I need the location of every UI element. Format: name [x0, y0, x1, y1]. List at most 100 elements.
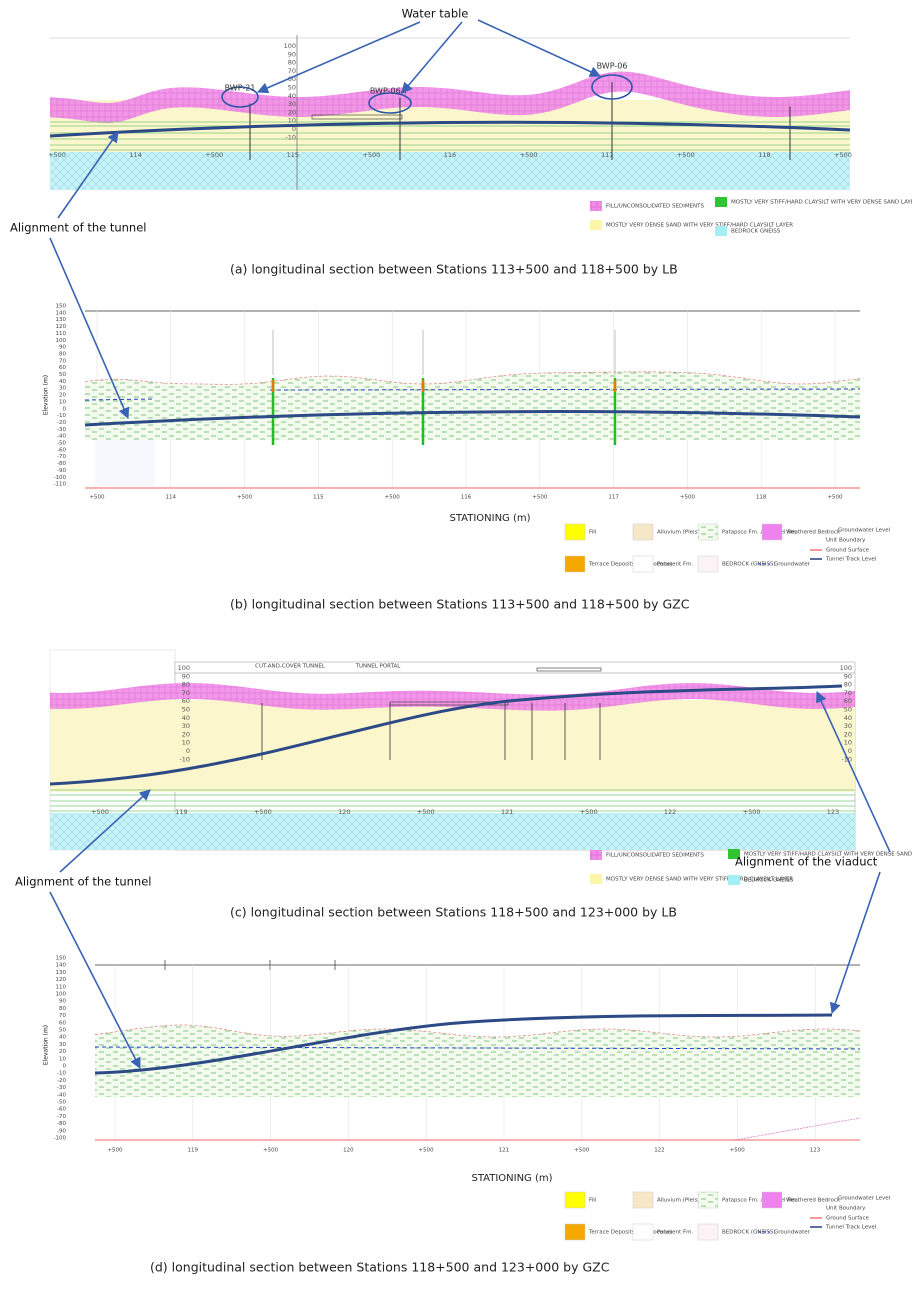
elevation-label: 100	[56, 992, 67, 998]
legend-swatch	[698, 1224, 718, 1240]
station-label: 123	[827, 808, 839, 816]
elevation-label: 30	[59, 386, 66, 392]
elevation-label: 30	[182, 722, 190, 730]
elevation-label: 20	[288, 108, 296, 116]
elevation-label: 0	[63, 1064, 67, 1070]
legend-swatch	[590, 220, 602, 230]
elevation-label: 100	[178, 664, 190, 672]
station-label: 116	[444, 151, 456, 159]
arrow	[402, 22, 462, 93]
header-label: CUT-AND-COVER TUNNEL	[255, 664, 326, 670]
elevation-label: 20	[59, 1049, 66, 1055]
elevation-label: 50	[288, 84, 296, 92]
borehole-label: BWP-06A	[370, 87, 407, 96]
elevation-label: 50	[182, 706, 190, 714]
legend-label: FILL/UNCONSOLIDATED SEDIMENTS	[606, 204, 705, 210]
legend-swatch	[590, 850, 602, 860]
legend-swatch	[633, 524, 653, 540]
station-label: +500	[574, 1148, 590, 1154]
elevation-label: 60	[59, 365, 66, 371]
elevation-label: 70	[288, 67, 296, 75]
station-label: +500	[254, 808, 272, 816]
elevation-label: 110	[56, 984, 67, 990]
arrow	[832, 872, 880, 1013]
elevation-label: -30	[57, 1085, 66, 1091]
elevation-label: -50	[57, 441, 66, 447]
legend-swatch	[633, 1224, 653, 1240]
elevation-label: -70	[57, 454, 66, 460]
station-label: 115	[313, 495, 324, 501]
caption: (a) longitudinal section between Station…	[230, 262, 678, 277]
legend-swatch	[715, 197, 727, 207]
legend-swatch	[633, 556, 653, 572]
sand-layer	[50, 700, 855, 792]
elevation-label: 10	[182, 739, 190, 747]
elevation-label-right: 10	[844, 739, 852, 747]
caption: (c) longitudinal section between Station…	[230, 905, 677, 920]
elevation-label: -40	[57, 1092, 66, 1098]
elevation-label: -10	[57, 413, 66, 419]
legend-swatch	[565, 556, 585, 572]
elevation-label: 80	[182, 681, 190, 689]
caption: (d) longitudinal section between Station…	[150, 1260, 610, 1275]
legend-label: Patuxent Fm.	[657, 562, 693, 568]
legend-swatch	[590, 201, 602, 211]
elevation-label: -20	[57, 1078, 66, 1084]
axis-title: STATIONING (m)	[471, 1173, 552, 1184]
station-label: +500	[730, 1148, 746, 1154]
elevation-label: 60	[59, 1020, 66, 1026]
elevation-label: -50	[57, 1100, 66, 1106]
figure: BWP-21BWP-06ABWP-06100908070605040302010…	[0, 0, 912, 1289]
legend-swatch	[565, 1192, 585, 1208]
legend-label: BEDROCK (GNEISS)	[722, 562, 776, 568]
annotation: Alignment of the tunnel	[15, 875, 152, 889]
legend-swatch	[698, 556, 718, 572]
elevation-label: 140	[56, 310, 67, 316]
station-label: 118	[756, 495, 767, 501]
elevation-label: -80	[57, 461, 66, 467]
elevation-label: 40	[59, 1035, 66, 1041]
station-label: 122	[654, 1148, 665, 1154]
elevation-label: 130	[56, 317, 67, 323]
station-label: 114	[129, 151, 141, 159]
elevation-label: 110	[56, 331, 67, 337]
axis-title: STATIONING (m)	[449, 513, 530, 524]
elevation-label-right: 80	[844, 681, 852, 689]
legend-label: Weathered Bedrock	[786, 1198, 841, 1204]
station-label: +500	[385, 495, 401, 501]
station-label: +500	[580, 808, 598, 816]
legend-swatch	[728, 875, 740, 885]
arrow	[478, 20, 600, 76]
station-label: 116	[461, 495, 472, 501]
elevation-label: -100	[54, 1136, 67, 1142]
elevation-label: 100	[284, 42, 296, 50]
station-label: +500	[48, 151, 66, 159]
elevation-label: 90	[182, 672, 190, 680]
elevation-label: 90	[288, 50, 296, 58]
station-label: 121	[501, 808, 513, 816]
station-label: +500	[834, 151, 852, 159]
elevation-label: 40	[288, 92, 296, 100]
elevation-label: 80	[288, 59, 296, 67]
elevation-label: 80	[59, 1006, 66, 1012]
legend-swatch	[698, 524, 718, 540]
bedrock	[50, 813, 855, 850]
elevation-label: 40	[182, 714, 190, 722]
elevation-label: 140	[56, 963, 67, 969]
station-label: 123	[810, 1148, 821, 1154]
elevation-label-right: 0	[848, 747, 852, 755]
legend-label: Unit Boundary	[826, 538, 866, 544]
legend-swatch	[633, 1192, 653, 1208]
borehole-label: BWP-21	[225, 84, 256, 93]
legend-swatch	[762, 524, 782, 540]
elevation-label: 0	[63, 406, 67, 412]
station-label: 120	[343, 1148, 354, 1154]
elevation-label: -40	[57, 434, 66, 440]
legend-swatch	[762, 1192, 782, 1208]
elevation-label: 50	[59, 372, 66, 378]
station-label: 115	[287, 151, 299, 159]
station-label: +500	[520, 151, 538, 159]
station-label: +500	[417, 808, 435, 816]
elevation-label: 80	[59, 351, 66, 357]
legend-label: Tunnel Track Level	[825, 1225, 877, 1231]
